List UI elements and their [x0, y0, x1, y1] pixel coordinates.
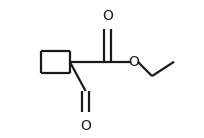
Text: O: O: [128, 55, 139, 69]
Text: O: O: [102, 9, 113, 23]
Text: O: O: [80, 119, 91, 133]
